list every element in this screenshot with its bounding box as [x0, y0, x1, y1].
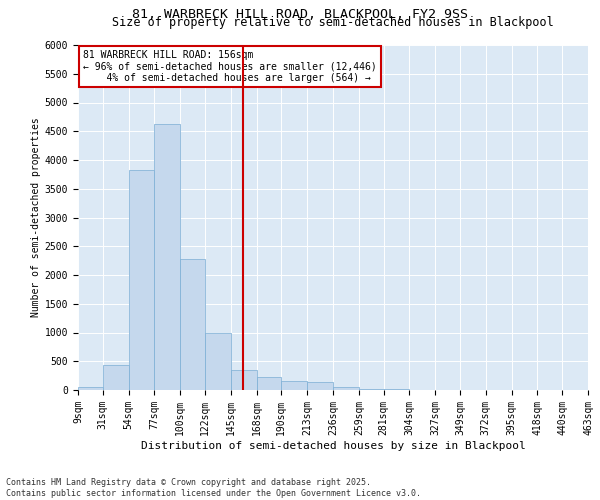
Bar [307, 382, 333, 390]
Bar [333, 387, 359, 390]
Text: Contains HM Land Registry data © Crown copyright and database right 2025.
Contai: Contains HM Land Registry data © Crown c… [6, 478, 421, 498]
Bar [128, 170, 154, 390]
Bar [205, 332, 231, 390]
Bar [180, 260, 205, 390]
Bar [103, 366, 128, 390]
Bar [78, 387, 103, 390]
Bar [359, 389, 383, 390]
Text: 81 WARBRECK HILL ROAD: 156sqm
← 96% of semi-detached houses are smaller (12,446): 81 WARBRECK HILL ROAD: 156sqm ← 96% of s… [83, 50, 377, 84]
Bar [154, 124, 180, 390]
Bar [231, 370, 257, 390]
Bar [281, 381, 307, 390]
Title: Size of property relative to semi-detached houses in Blackpool: Size of property relative to semi-detach… [112, 16, 554, 28]
Y-axis label: Number of semi-detached properties: Number of semi-detached properties [31, 118, 41, 318]
Bar [257, 377, 281, 390]
Text: 81, WARBRECK HILL ROAD, BLACKPOOL, FY2 9SS: 81, WARBRECK HILL ROAD, BLACKPOOL, FY2 9… [132, 8, 468, 20]
X-axis label: Distribution of semi-detached houses by size in Blackpool: Distribution of semi-detached houses by … [140, 440, 526, 450]
